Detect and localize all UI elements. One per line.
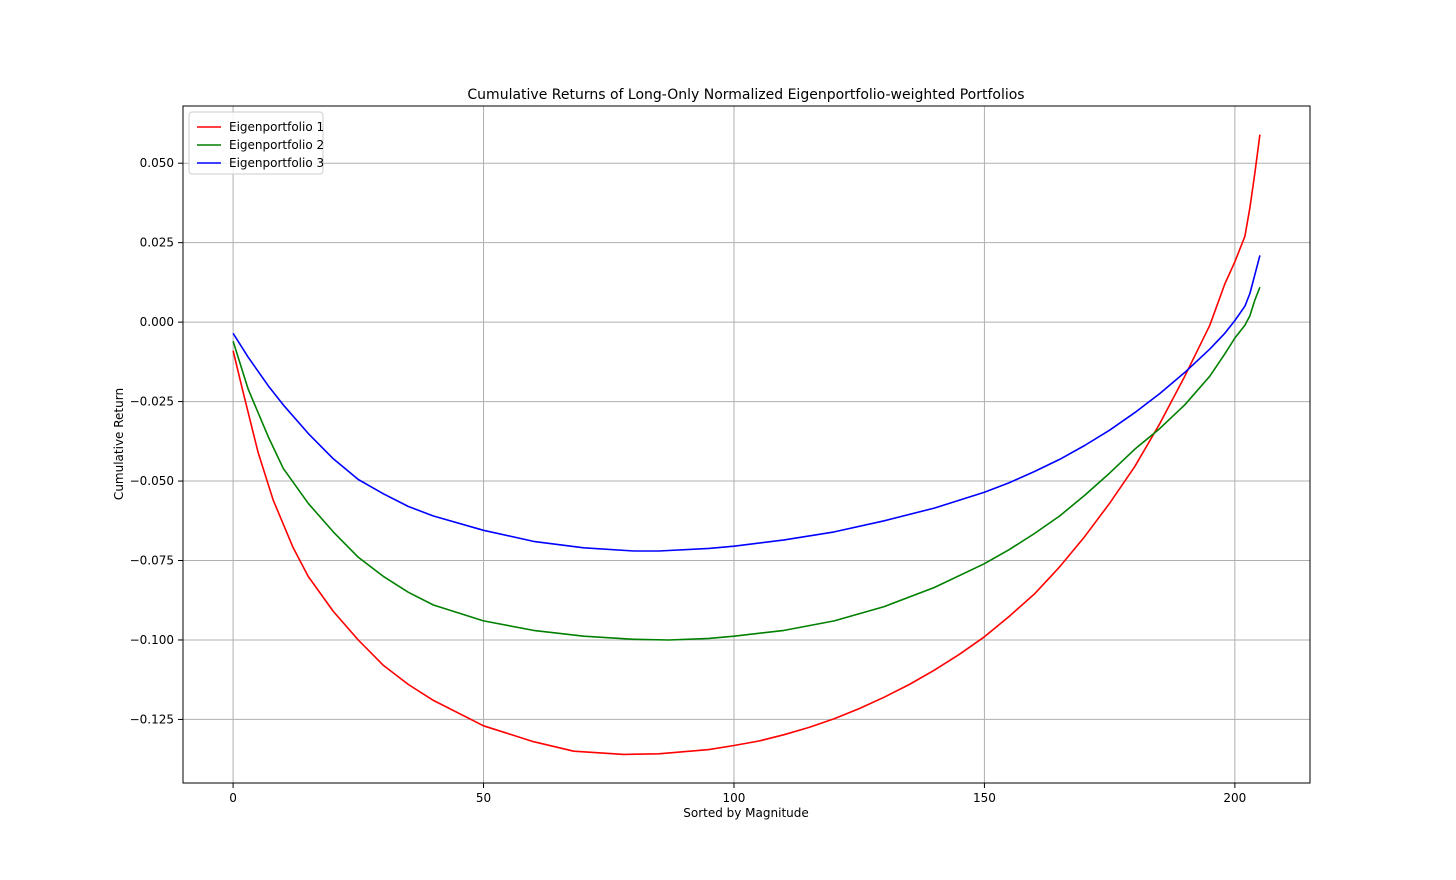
legend-box (188, 111, 324, 175)
x-axis-label: Sorted by Magnitude (683, 806, 809, 820)
series-line-3 (232, 255, 1261, 552)
gridlines (183, 106, 1310, 783)
x-axis-ticks: 0 50 100 150 200 (229, 783, 1246, 805)
legend-label-2: Eigenportfolio 2 (229, 138, 324, 152)
x-tick-label: 0 (229, 791, 237, 805)
x-tick-label: 200 (1223, 791, 1246, 805)
y-tick-label: −0.025 (130, 395, 174, 409)
y-axis-label: Cumulative Return (112, 388, 126, 500)
legend-label-3: Eigenportfolio 3 (229, 156, 324, 170)
x-tick-label: 150 (973, 791, 996, 805)
y-tick-label: −0.050 (130, 474, 174, 488)
x-tick-label: 50 (476, 791, 491, 805)
y-tick-label: 0.025 (140, 236, 174, 250)
y-axis-ticks: 0.050 0.025 0.000 −0.025 −0.050 −0.075 −0.100 −… (130, 156, 183, 726)
y-tick-label: −0.100 (130, 633, 174, 647)
y-tick-label: −0.125 (130, 712, 174, 726)
series-line-2 (232, 286, 1261, 641)
legend: Eigenportfolio 1 Eigenportfolio 2 Eigenpor… (188, 111, 324, 175)
plot-area-frame (182, 105, 1311, 784)
y-tick-label: 0.000 (140, 315, 174, 329)
series-line-1 (232, 134, 1261, 756)
x-tick-label: 100 (723, 791, 746, 805)
y-tick-label: 0.050 (140, 156, 174, 170)
chart-title: Cumulative Returns of Long-Only Normaliz… (467, 87, 1024, 103)
legend-label-1: Eigenportfolio 1 (229, 120, 324, 134)
series-lines (232, 134, 1261, 756)
y-tick-label: −0.075 (130, 554, 174, 568)
